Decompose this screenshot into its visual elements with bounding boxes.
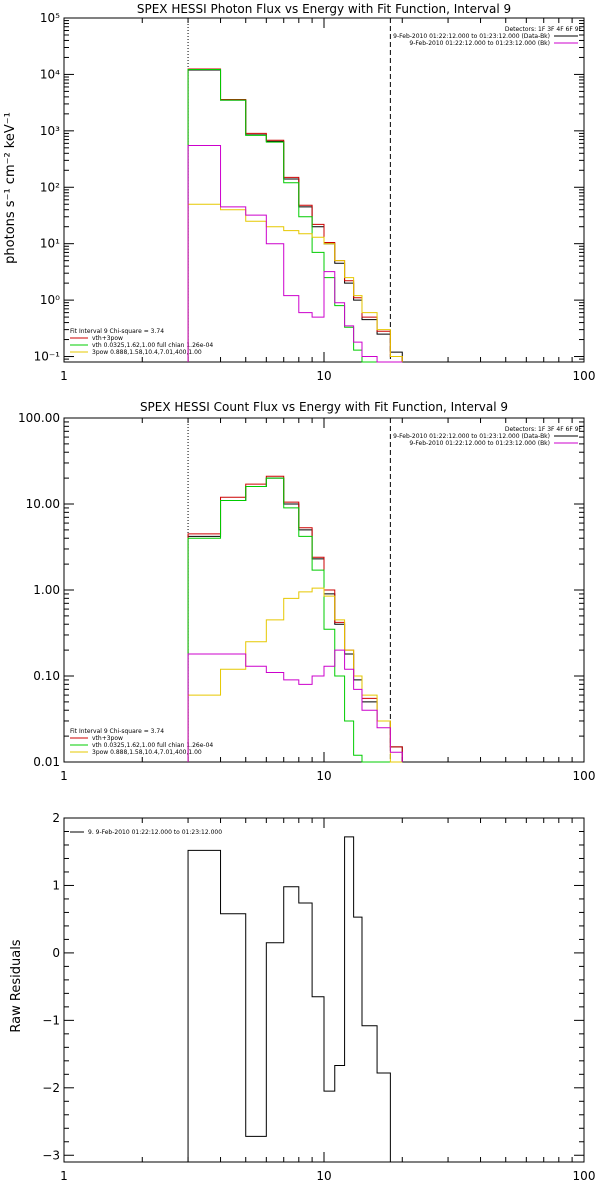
y-tick-label: 10² bbox=[40, 180, 60, 194]
series-3pow bbox=[187, 587, 403, 763]
series-vth bbox=[187, 477, 403, 763]
x-tick-label: 1 bbox=[60, 769, 68, 783]
y-tick-label: 10⁻¹ bbox=[34, 350, 61, 364]
legend-line: 9-Feb-2010 01:22:12.000 to 01:23:12.000 … bbox=[393, 433, 550, 440]
y-tick-label: 10⁴ bbox=[40, 67, 60, 81]
legend-line: vth+3pow bbox=[92, 735, 123, 742]
photon-flux-panel: SPEX HESSI Photon Flux vs Energy with Fi… bbox=[3, 2, 585, 363]
x-tick-label: 10 bbox=[316, 769, 331, 783]
y-tick-label: −3 bbox=[42, 1148, 60, 1162]
y-tick-label: 10⁰ bbox=[40, 293, 60, 307]
y-tick-label: 0.10 bbox=[33, 669, 60, 683]
legend-line: vth 0.0325,1.62,1.00 full chian 1.26e-04 bbox=[92, 342, 213, 349]
series-bk bbox=[187, 649, 403, 762]
series-3pow bbox=[187, 203, 403, 362]
residuals-panel: Raw Residuals 9. 9-Feb-2010 01:22:12.000… bbox=[9, 817, 585, 1163]
legend-line: 9-Feb-2010 01:22:12.000 to 01:23:12.000 … bbox=[409, 40, 550, 47]
y-tick-label: 1.00 bbox=[33, 583, 60, 597]
legend-line: 9-Feb-2010 01:22:12.000 to 01:23:12.000 … bbox=[409, 440, 550, 447]
y-axis-label: Raw Residuals bbox=[9, 939, 24, 1032]
legend-line: 3pow 0.888,1.58,10.4,7.01,400,1.00 bbox=[92, 349, 202, 356]
series-vth bbox=[187, 69, 403, 363]
legend-line: 9-Feb-2010 01:22:12.000 to 01:23:12.000 … bbox=[393, 33, 550, 40]
series-vth-3pow bbox=[187, 68, 403, 362]
count-flux-panel: SPEX HESSI Count Flux vs Energy with Fit… bbox=[63, 400, 585, 763]
series-data-bk bbox=[187, 69, 403, 362]
series-bk bbox=[187, 144, 403, 363]
legend-line: 9. 9-Feb-2010 01:22:12.000 to 01:23:12.0… bbox=[88, 829, 222, 836]
y-tick-label: 100.00 bbox=[18, 411, 60, 425]
legend-line: Detectors: 1F 3F 4F 6F 9F bbox=[505, 26, 583, 33]
x-tick-label: 1 bbox=[60, 369, 68, 383]
y-tick-label: 1 bbox=[52, 878, 60, 892]
legend-line: 3pow 0.888,1.58,10.4,7.01,400,1.00 bbox=[92, 749, 202, 756]
x-tick-label: 10 bbox=[316, 1169, 331, 1183]
y-tick-label: 10¹ bbox=[40, 237, 60, 251]
y-tick-label: 2 bbox=[52, 811, 60, 825]
legend-line: Fit Interval 9 Chi-square = 3.74 bbox=[70, 728, 164, 735]
chart-title: SPEX HESSI Count Flux vs Energy with Fit… bbox=[140, 400, 508, 414]
x-tick-label: 100 bbox=[573, 369, 596, 383]
chart-title: SPEX HESSI Photon Flux vs Energy with Fi… bbox=[137, 2, 511, 16]
x-tick-label: 10 bbox=[316, 369, 331, 383]
legend-line: Fit Interval 9 Chi-square = 3.74 bbox=[70, 328, 164, 335]
x-tick-label: 100 bbox=[573, 1169, 596, 1183]
x-tick-label: 1 bbox=[60, 1169, 68, 1183]
y-tick-label: 10.00 bbox=[26, 497, 60, 511]
y-tick-label: 10⁵ bbox=[40, 11, 60, 25]
y-tick-label: 0 bbox=[52, 946, 60, 960]
x-tick-label: 100 bbox=[573, 769, 596, 783]
legend-line: Detectors: 1F 3F 4F 6F 9F bbox=[505, 426, 583, 433]
series-residuals bbox=[187, 836, 391, 1162]
plot-frame bbox=[63, 817, 585, 1163]
legend-line: vth 0.0325,1.62,1.00 full chian 1.26e-04 bbox=[92, 742, 213, 749]
y-tick-label: 0.01 bbox=[33, 755, 60, 769]
legend-line: vth+3pow bbox=[92, 335, 123, 342]
y-axis-label: photons s⁻¹ cm⁻² keV⁻¹ bbox=[3, 112, 18, 264]
y-tick-label: −2 bbox=[42, 1081, 60, 1095]
y-tick-label: 10³ bbox=[40, 124, 60, 138]
y-tick-label: −1 bbox=[42, 1013, 60, 1027]
